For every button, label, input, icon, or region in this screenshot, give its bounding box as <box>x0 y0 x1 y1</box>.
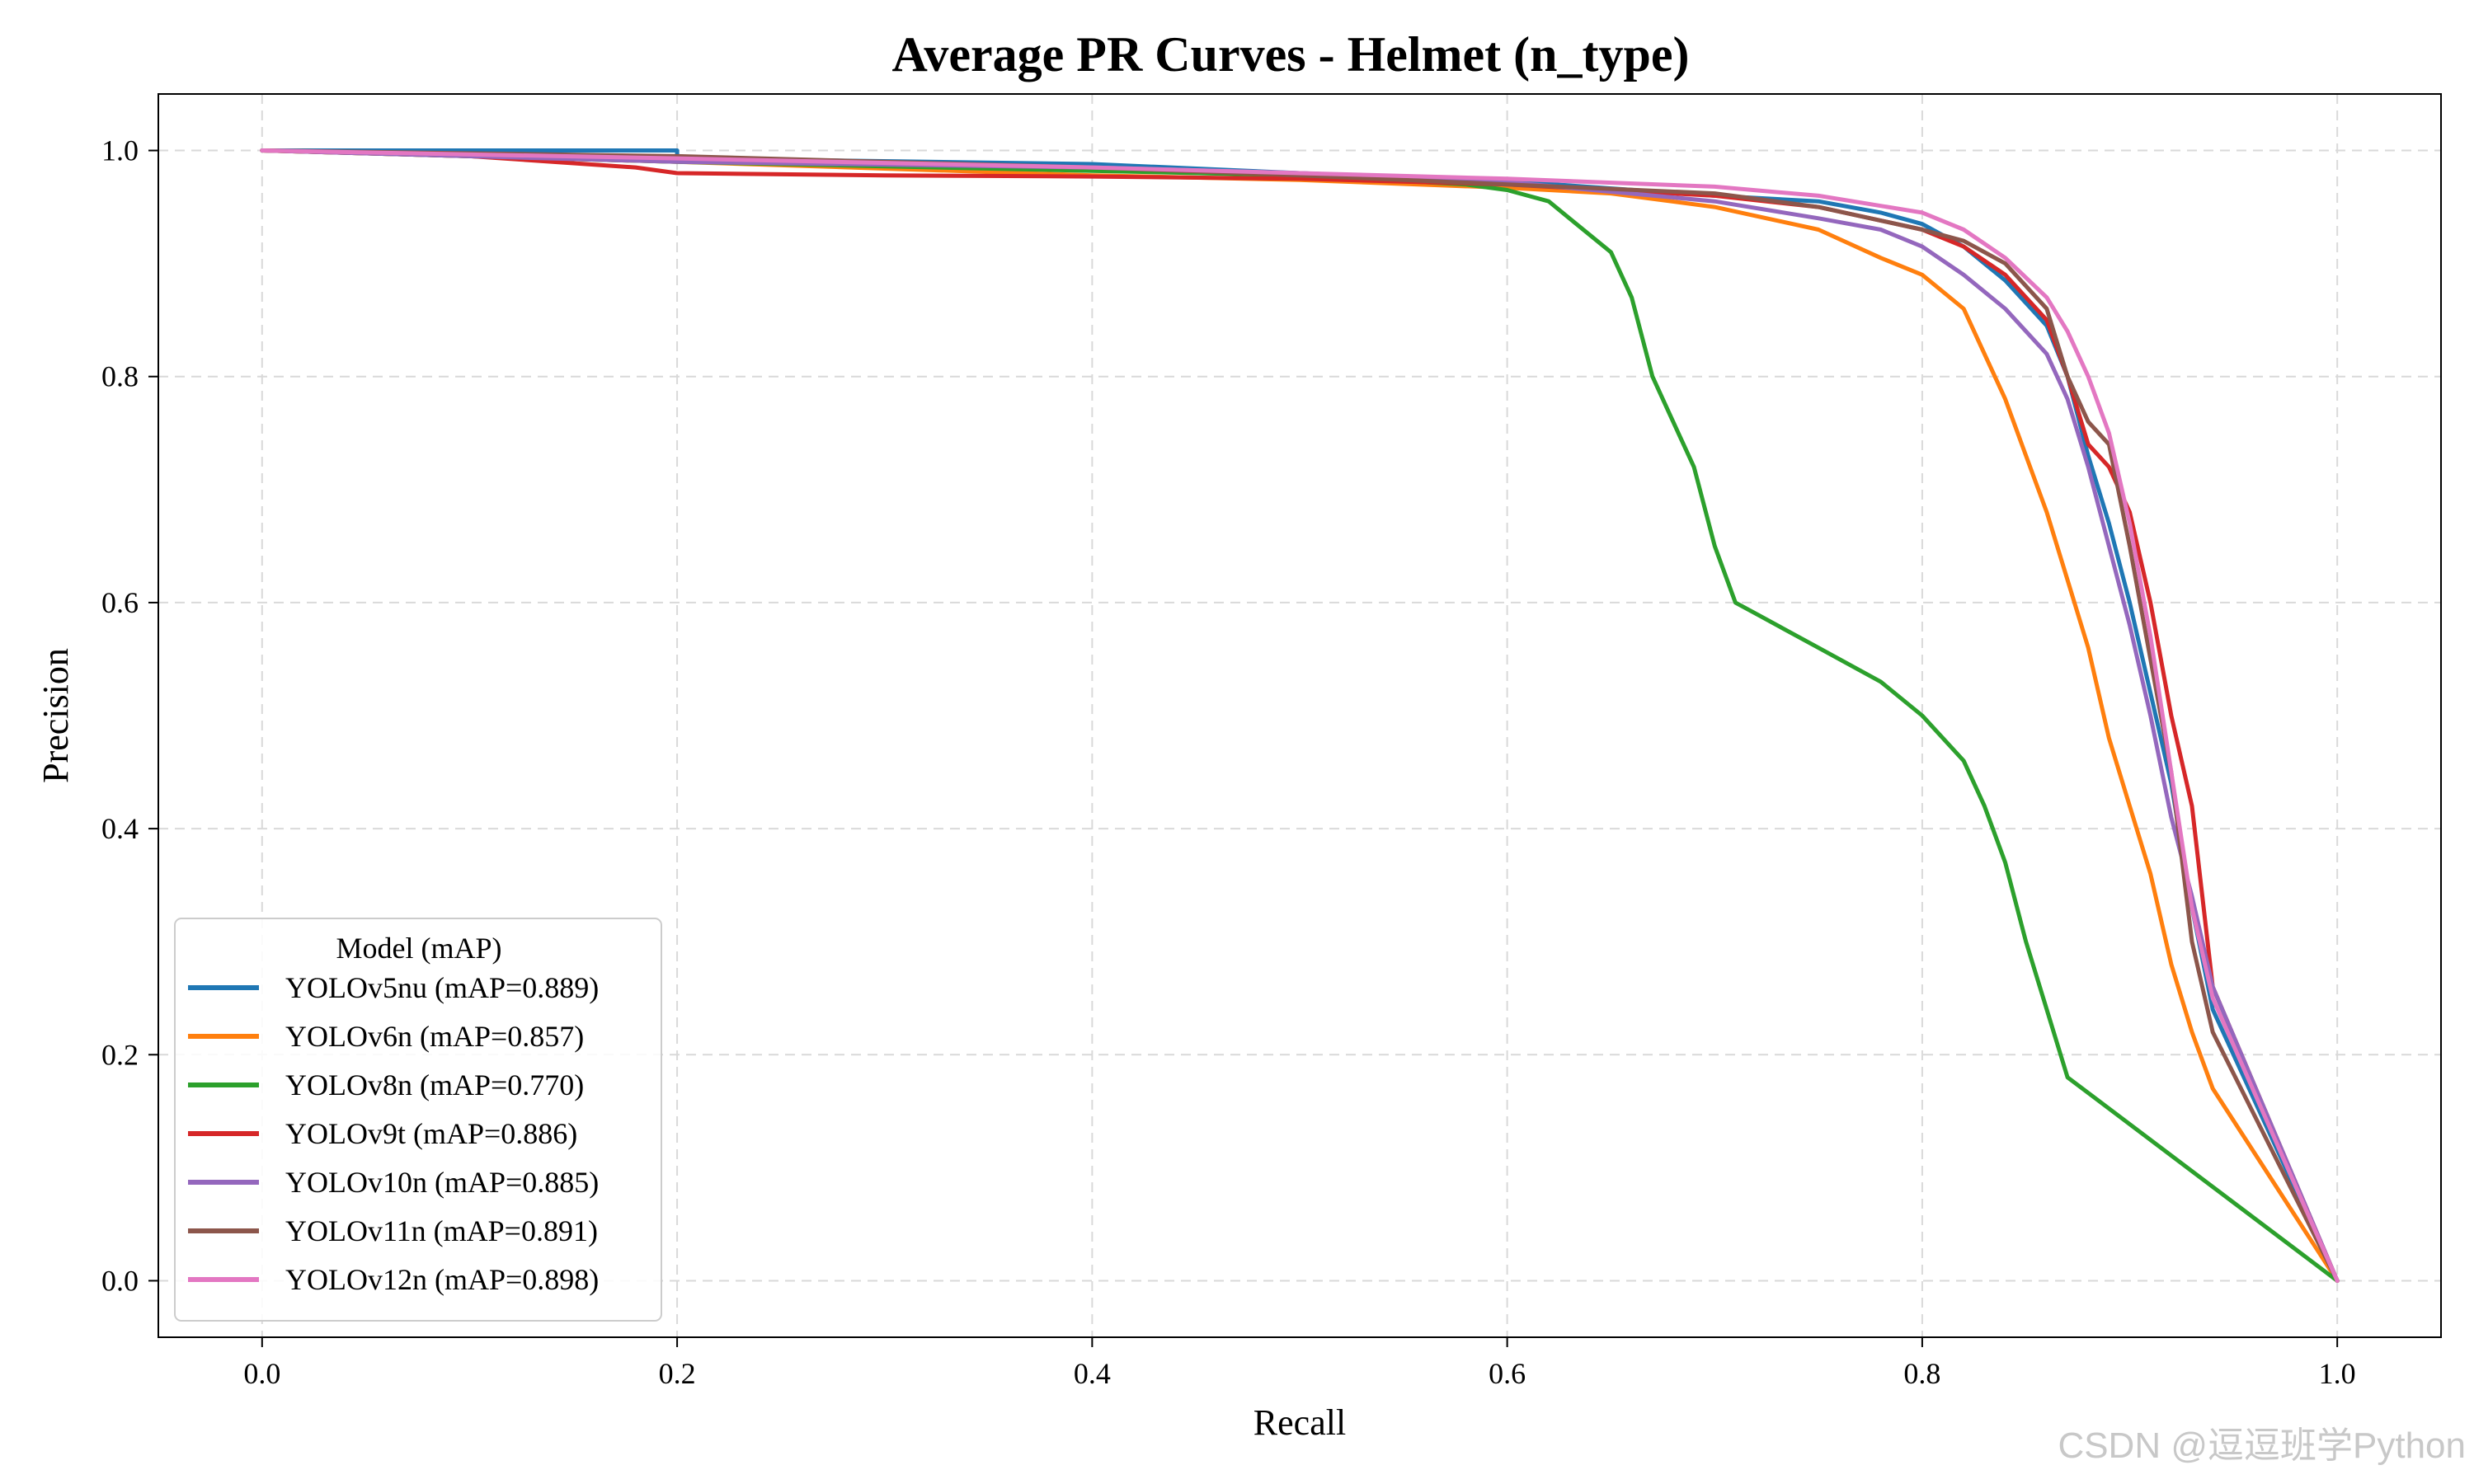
series-layer <box>260 148 2340 1283</box>
y-tick-label: 0.0 <box>101 1264 139 1297</box>
x-tick-label: 0.6 <box>1489 1357 1526 1390</box>
legend-title: Model (mAP) <box>336 932 502 965</box>
legend-label: YOLOv6n (mAP=0.857) <box>285 1020 584 1053</box>
tick-layer: 0.0 0.2 0.4 0.6 0.8 1.0 0.0 0.2 0.4 0.6 0.8 1.0 <box>101 134 2356 1390</box>
legend-item-yolov5nu: YOLOv5nu (mAP=0.889) <box>188 971 599 1004</box>
legend-label: YOLOv5nu (mAP=0.889) <box>285 971 599 1004</box>
y-tick-label: 1.0 <box>101 134 139 167</box>
chart-title: Average PR Curves - Helmet (n_type) <box>892 27 1690 82</box>
y-tick-label: 0.4 <box>101 812 139 845</box>
legend-label: YOLOv11n (mAP=0.891) <box>285 1214 598 1247</box>
legend-item-yolov6n: YOLOv6n (mAP=0.857) <box>188 1020 584 1053</box>
legend-items: YOLOv5nu (mAP=0.889) YOLOv6n (mAP=0.857) Y… <box>188 971 599 1296</box>
y-tick-label: 0.8 <box>101 360 139 393</box>
legend-item-yolov8n: YOLOv8n (mAP=0.770) <box>188 1068 584 1101</box>
y-tick-label: 0.2 <box>101 1038 139 1071</box>
x-tick-label: 0.8 <box>1903 1357 1940 1390</box>
legend-box <box>174 918 662 1322</box>
legend-label: YOLOv12n (mAP=0.898) <box>285 1263 599 1296</box>
legend: Model (mAP) YOLOv5nu (mAP=0.889) YOLOv6n … <box>174 918 662 1322</box>
x-axis-label: Recall <box>1253 1402 1346 1443</box>
legend-label: YOLOv10n (mAP=0.885) <box>285 1166 599 1199</box>
series-line-yolov12n <box>260 148 2340 1283</box>
y-axis-label: Precision <box>35 648 76 783</box>
legend-label: YOLOv9t (mAP=0.886) <box>285 1117 577 1150</box>
x-tick-label: 0.4 <box>1074 1357 1111 1390</box>
x-tick-label: 0.0 <box>243 1357 280 1390</box>
y-tick-label: 0.6 <box>101 586 139 619</box>
legend-label: YOLOv8n (mAP=0.770) <box>285 1068 584 1101</box>
x-tick-label: 1.0 <box>2319 1357 2356 1390</box>
legend-item-yolov9t: YOLOv9t (mAP=0.886) <box>188 1117 577 1150</box>
series-line-yolov9t <box>260 148 2340 1283</box>
legend-item-yolov11n: YOLOv11n (mAP=0.891) <box>188 1214 598 1247</box>
x-tick-label: 0.2 <box>659 1357 696 1390</box>
legend-item-yolov12n: YOLOv12n (mAP=0.898) <box>188 1263 599 1296</box>
legend-item-yolov10n: YOLOv10n (mAP=0.885) <box>188 1166 599 1199</box>
watermark: CSDN @逗逗班学Python <box>2058 1425 2466 1466</box>
plot-frame <box>158 93 2442 1338</box>
